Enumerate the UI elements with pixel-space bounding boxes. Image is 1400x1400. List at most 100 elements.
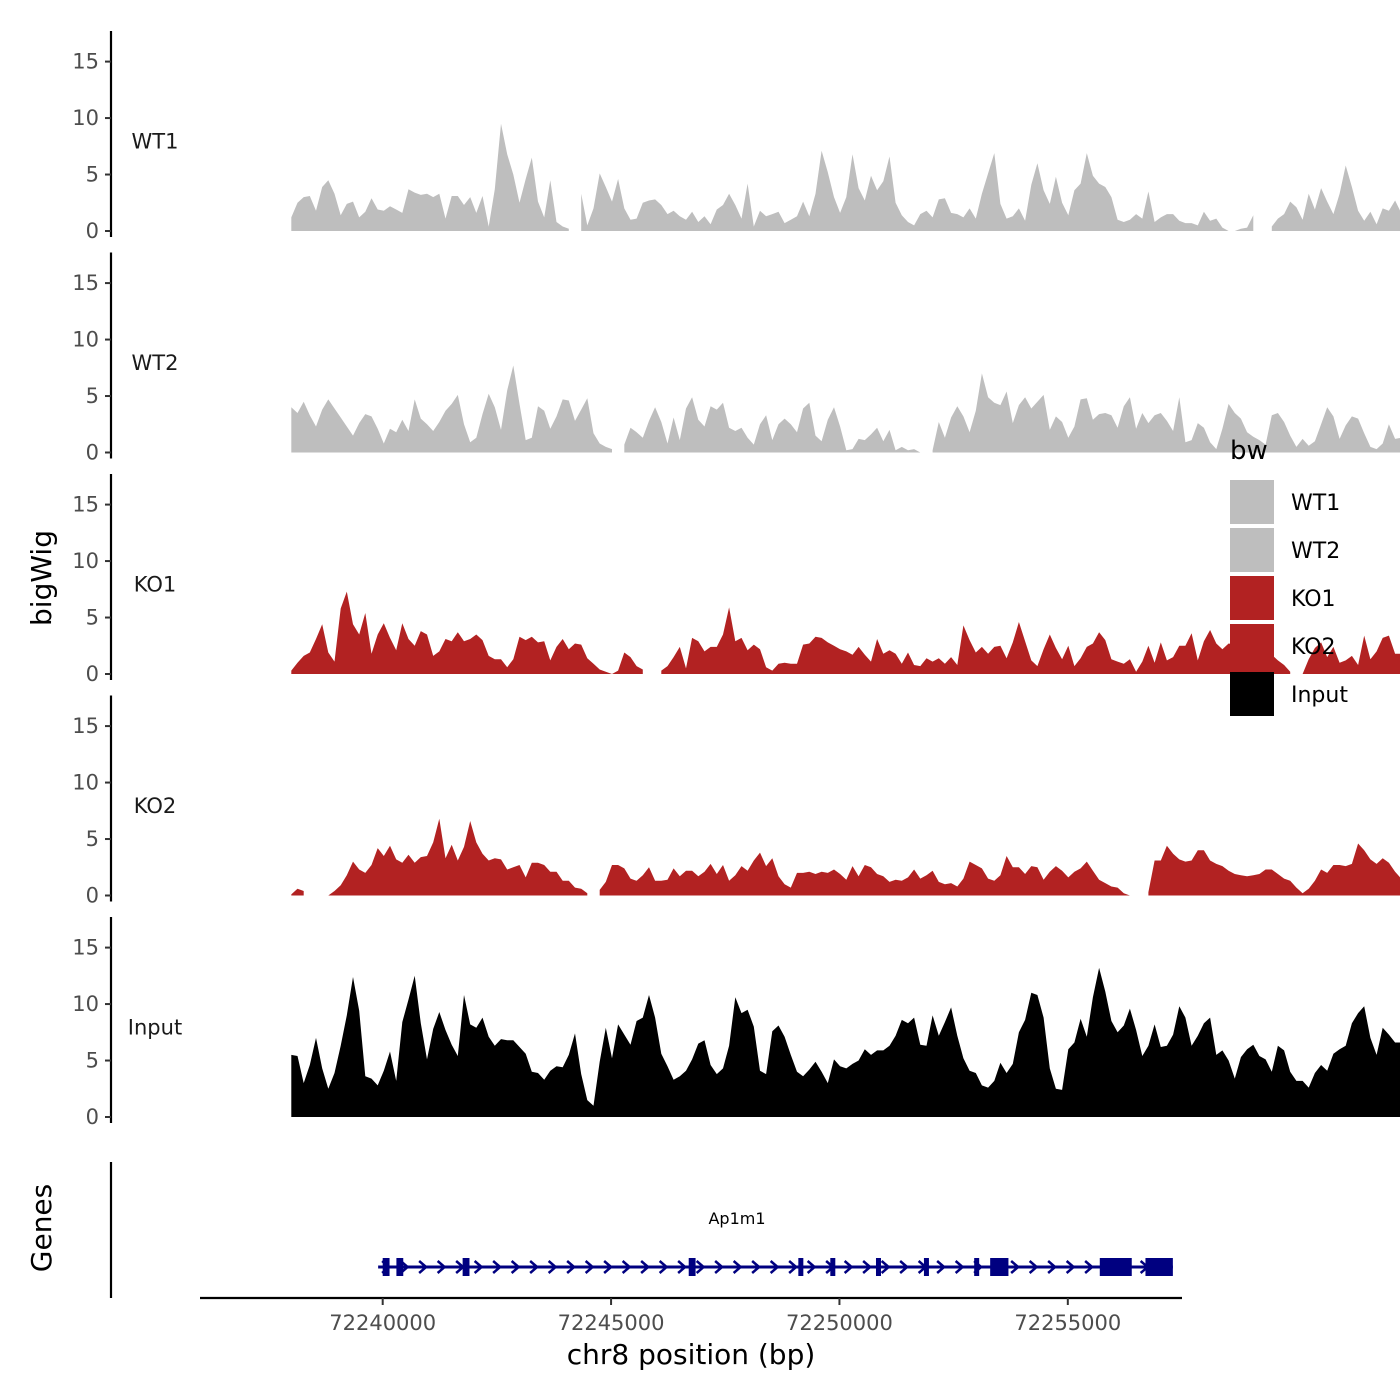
- x-axis-title: chr8 position (bp): [567, 1338, 816, 1371]
- x-tick-label: 72255000: [1014, 1311, 1121, 1335]
- area-ko2: [599, 852, 1130, 896]
- gene-exon: [974, 1258, 980, 1276]
- strand-arrow: [1084, 1260, 1095, 1274]
- strand-arrow: [751, 1260, 762, 1274]
- strand-arrow: [584, 1260, 595, 1274]
- strand-arrow: [806, 1260, 817, 1274]
- legend-title: bw: [1230, 436, 1268, 466]
- gene-exon: [798, 1258, 804, 1276]
- y-tick-label: 10: [72, 328, 99, 352]
- y-tick-label: 15: [72, 936, 99, 960]
- y-tick-label: 0: [86, 219, 99, 243]
- strand-arrow: [788, 1260, 799, 1274]
- track-label-input: Input: [128, 1016, 182, 1040]
- strand-arrow: [714, 1260, 725, 1274]
- y-tick-label: 0: [86, 662, 99, 686]
- area-wt1: [291, 123, 569, 231]
- strand-arrow: [658, 1260, 669, 1274]
- area-ko1: [661, 607, 1291, 674]
- legend-swatch-ko1: [1230, 576, 1274, 620]
- strand-arrow: [418, 1260, 429, 1274]
- gene-exon: [1145, 1258, 1173, 1276]
- strand-arrow: [880, 1260, 891, 1274]
- area-wt2: [932, 373, 1400, 453]
- y-tick-label: 5: [86, 606, 99, 630]
- area-ko1: [1302, 635, 1400, 674]
- strand-arrow: [899, 1260, 910, 1274]
- y-tick-label: 10: [72, 992, 99, 1016]
- area-wt1: [581, 150, 1254, 231]
- gene-exon: [830, 1258, 836, 1276]
- gene-model: [378, 1258, 1173, 1276]
- track-input: 0 5 10 15 Input: [72, 917, 1400, 1129]
- legend-swatch-input: [1230, 672, 1274, 716]
- y-tick-label: 5: [86, 163, 99, 187]
- legend-label-wt2: WT2: [1291, 539, 1340, 564]
- strand-arrow: [529, 1260, 540, 1274]
- y-axis-title: bigWig: [25, 530, 58, 626]
- track-label-wt1: WT1: [132, 130, 179, 154]
- strand-arrow: [862, 1260, 873, 1274]
- gene-exon: [688, 1258, 696, 1276]
- strand-arrow: [436, 1260, 447, 1274]
- area-ko2: [328, 818, 588, 896]
- strand-arrow: [769, 1260, 780, 1274]
- track-label-ko2: KO2: [134, 794, 177, 818]
- y-tick-label: 5: [86, 384, 99, 408]
- strand-arrow: [1047, 1260, 1058, 1274]
- gene-exon: [382, 1258, 390, 1276]
- y-tick-label: 0: [86, 884, 99, 908]
- strand-arrow: [677, 1260, 688, 1274]
- signal-tracks: 0 5 10 15 WT1 0 5 10 15 WT2 0 5 10 15 KO1 0 5 10 15 KO2 0 5 10…: [72, 31, 1400, 1129]
- track-wt2: 0 5 10 15 WT2: [72, 252, 1400, 465]
- track-label-wt2: WT2: [132, 351, 179, 375]
- strand-arrow: [936, 1260, 947, 1274]
- y-tick-label: 15: [72, 271, 99, 295]
- legend-label-wt1: WT1: [1291, 491, 1340, 516]
- legend-label-input: Input: [1291, 683, 1348, 708]
- area-input: [291, 967, 1400, 1117]
- y-tick-label: 10: [72, 549, 99, 573]
- y-tick-label: 10: [72, 106, 99, 130]
- y-tick-label: 0: [86, 1105, 99, 1129]
- track-wt1: 0 5 10 15 WT1: [72, 31, 1400, 243]
- legend-label-ko1: KO1: [1291, 587, 1336, 612]
- strand-arrow: [621, 1260, 632, 1274]
- strand-arrow: [695, 1260, 706, 1274]
- gene-name-label: Ap1m1: [708, 1209, 765, 1228]
- x-tick-label: 72245000: [558, 1311, 665, 1335]
- strand-arrow: [547, 1260, 558, 1274]
- strand-arrow: [510, 1260, 521, 1274]
- area-wt1: [1271, 165, 1400, 231]
- gene-exon: [923, 1258, 929, 1276]
- y-tick-label: 15: [72, 493, 99, 517]
- legend-swatch-wt1: [1230, 480, 1274, 524]
- y-tick-label: 15: [72, 714, 99, 738]
- y-tick-label: 5: [86, 827, 99, 851]
- gene-track-title: Genes: [25, 1184, 58, 1272]
- strand-arrow: [1010, 1260, 1021, 1274]
- gene-exon: [462, 1258, 470, 1276]
- y-tick-label: 15: [72, 50, 99, 74]
- strand-arrow: [843, 1260, 854, 1274]
- legend-label-ko2: KO2: [1291, 635, 1336, 660]
- strand-arrow: [1028, 1260, 1039, 1274]
- x-tick-label: 72250000: [786, 1311, 893, 1335]
- area-ko2: [291, 888, 304, 896]
- x-axis: 72240000 72245000 72250000 72255000 chr8 po…: [200, 1296, 1182, 1371]
- strand-arrow: [492, 1260, 503, 1274]
- area-ko1: [291, 591, 643, 674]
- gene-exon: [396, 1258, 404, 1276]
- strand-arrow: [603, 1260, 614, 1274]
- area-wt2: [291, 365, 612, 453]
- gene-exon: [1099, 1258, 1132, 1276]
- legend-swatch-wt2: [1230, 528, 1274, 572]
- strand-arrow: [1065, 1260, 1076, 1274]
- strand-arrow: [732, 1260, 743, 1274]
- y-tick-label: 5: [86, 1049, 99, 1073]
- track-ko2: 0 5 10 15 KO2: [72, 695, 1400, 908]
- gene-exon: [875, 1258, 881, 1276]
- area-ko2: [1148, 843, 1400, 896]
- gene-exon: [990, 1258, 1009, 1276]
